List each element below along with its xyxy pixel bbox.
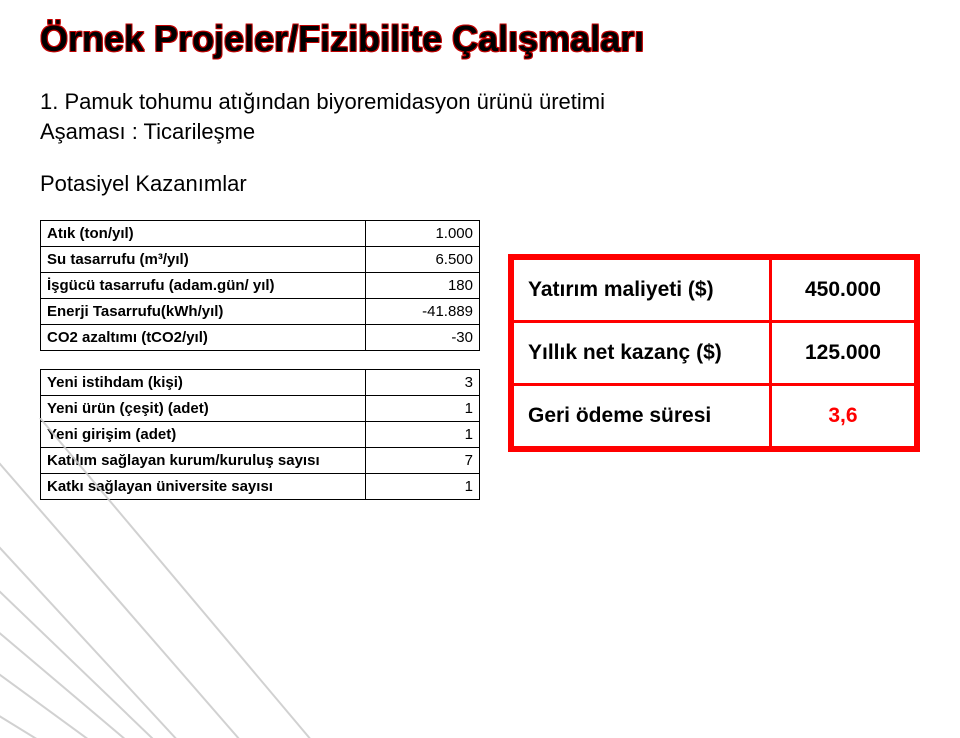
row-value: 1: [365, 474, 479, 500]
summary-value: 3,6: [770, 385, 915, 448]
summary-column: Yatırım maliyeti ($)450.000Yıllık net ka…: [508, 254, 920, 452]
table-row: Yeni istihdam (kişi)3: [41, 370, 480, 396]
outputs-table: Yeni istihdam (kişi)3Yeni ürün (çeşit) (…: [40, 369, 480, 500]
intro-line-1: 1. Pamuk tohumu atığından biyoremidasyon…: [40, 89, 605, 114]
row-label: CO2 azaltımı (tCO2/yıl): [41, 325, 366, 351]
summary-value: 450.000: [770, 259, 915, 322]
row-value: 180: [365, 273, 479, 299]
table-row: Katılım sağlayan kurum/kuruluş sayısı7: [41, 448, 480, 474]
summary-row: Geri ödeme süresi3,6: [513, 385, 916, 448]
intro-text: 1. Pamuk tohumu atığından biyoremidasyon…: [40, 87, 920, 146]
left-tables-column: Atık (ton/yıl)1.000Su tasarrufu (m³/yıl)…: [40, 220, 480, 518]
intro-line-2: Aşaması : Ticarileşme: [40, 119, 255, 144]
row-label: Yeni ürün (çeşit) (adet): [41, 396, 366, 422]
summary-value: 125.000: [770, 322, 915, 385]
table-row: İşgücü tasarrufu (adam.gün/ yıl)180: [41, 273, 480, 299]
row-label: Yeni istihdam (kişi): [41, 370, 366, 396]
row-label: Atık (ton/yıl): [41, 221, 366, 247]
row-value: 6.500: [365, 247, 479, 273]
savings-table: Atık (ton/yıl)1.000Su tasarrufu (m³/yıl)…: [40, 220, 480, 351]
table-row: Katkı sağlayan üniversite sayısı1: [41, 474, 480, 500]
row-value: 1.000: [365, 221, 479, 247]
summary-row: Yıllık net kazanç ($)125.000: [513, 322, 916, 385]
row-label: Enerji Tasarrufu(kWh/yıl): [41, 299, 366, 325]
row-value: 7: [365, 448, 479, 474]
row-value: 3: [365, 370, 479, 396]
page-title: Örnek Projeler/Fizibilite Çalışmaları: [40, 18, 920, 59]
row-label: Katılım sağlayan kurum/kuruluş sayısı: [41, 448, 366, 474]
row-value: -41.889: [365, 299, 479, 325]
row-value: 1: [365, 422, 479, 448]
table-row: Su tasarrufu (m³/yıl)6.500: [41, 247, 480, 273]
table-row: Atık (ton/yıl)1.000: [41, 221, 480, 247]
summary-table: Yatırım maliyeti ($)450.000Yıllık net ka…: [511, 257, 917, 449]
row-label: Yeni girişim (adet): [41, 422, 366, 448]
row-label: İşgücü tasarrufu (adam.gün/ yıl): [41, 273, 366, 299]
row-label: Katkı sağlayan üniversite sayısı: [41, 474, 366, 500]
table-row: CO2 azaltımı (tCO2/yıl)-30: [41, 325, 480, 351]
section-heading: Potasiyel Kazanımlar: [40, 169, 920, 199]
row-label: Su tasarrufu (m³/yıl): [41, 247, 366, 273]
summary-label: Yıllık net kazanç ($): [513, 322, 771, 385]
summary-row: Yatırım maliyeti ($)450.000: [513, 259, 916, 322]
summary-label: Yatırım maliyeti ($): [513, 259, 771, 322]
summary-box: Yatırım maliyeti ($)450.000Yıllık net ka…: [508, 254, 920, 452]
summary-label: Geri ödeme süresi: [513, 385, 771, 448]
table-row: Yeni ürün (çeşit) (adet)1: [41, 396, 480, 422]
table-row: Yeni girişim (adet)1: [41, 422, 480, 448]
table-row: Enerji Tasarrufu(kWh/yıl)-41.889: [41, 299, 480, 325]
row-value: -30: [365, 325, 479, 351]
row-value: 1: [365, 396, 479, 422]
